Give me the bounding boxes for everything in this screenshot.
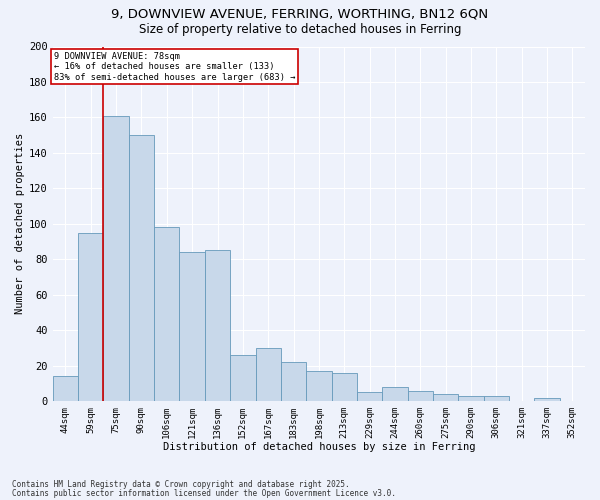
Text: 9 DOWNVIEW AVENUE: 78sqm
← 16% of detached houses are smaller (133)
83% of semi-: 9 DOWNVIEW AVENUE: 78sqm ← 16% of detach… xyxy=(54,52,296,82)
Text: Size of property relative to detached houses in Ferring: Size of property relative to detached ho… xyxy=(139,22,461,36)
Bar xyxy=(357,392,382,401)
Bar xyxy=(230,355,256,401)
Bar xyxy=(103,116,129,401)
Bar xyxy=(154,228,179,401)
Y-axis label: Number of detached properties: Number of detached properties xyxy=(15,133,25,314)
Bar xyxy=(129,135,154,401)
Bar xyxy=(256,348,281,401)
Bar xyxy=(458,396,484,401)
Bar xyxy=(53,376,78,401)
Bar xyxy=(433,394,458,401)
Text: Contains public sector information licensed under the Open Government Licence v3: Contains public sector information licen… xyxy=(12,488,396,498)
Bar xyxy=(407,390,433,401)
Bar xyxy=(306,371,332,401)
X-axis label: Distribution of detached houses by size in Ferring: Distribution of detached houses by size … xyxy=(163,442,475,452)
Bar xyxy=(535,398,560,401)
Text: Contains HM Land Registry data © Crown copyright and database right 2025.: Contains HM Land Registry data © Crown c… xyxy=(12,480,350,489)
Bar xyxy=(179,252,205,401)
Bar xyxy=(332,373,357,401)
Bar xyxy=(78,232,103,401)
Bar xyxy=(205,250,230,401)
Bar xyxy=(281,362,306,401)
Bar xyxy=(382,387,407,401)
Text: 9, DOWNVIEW AVENUE, FERRING, WORTHING, BN12 6QN: 9, DOWNVIEW AVENUE, FERRING, WORTHING, B… xyxy=(112,8,488,20)
Bar xyxy=(484,396,509,401)
